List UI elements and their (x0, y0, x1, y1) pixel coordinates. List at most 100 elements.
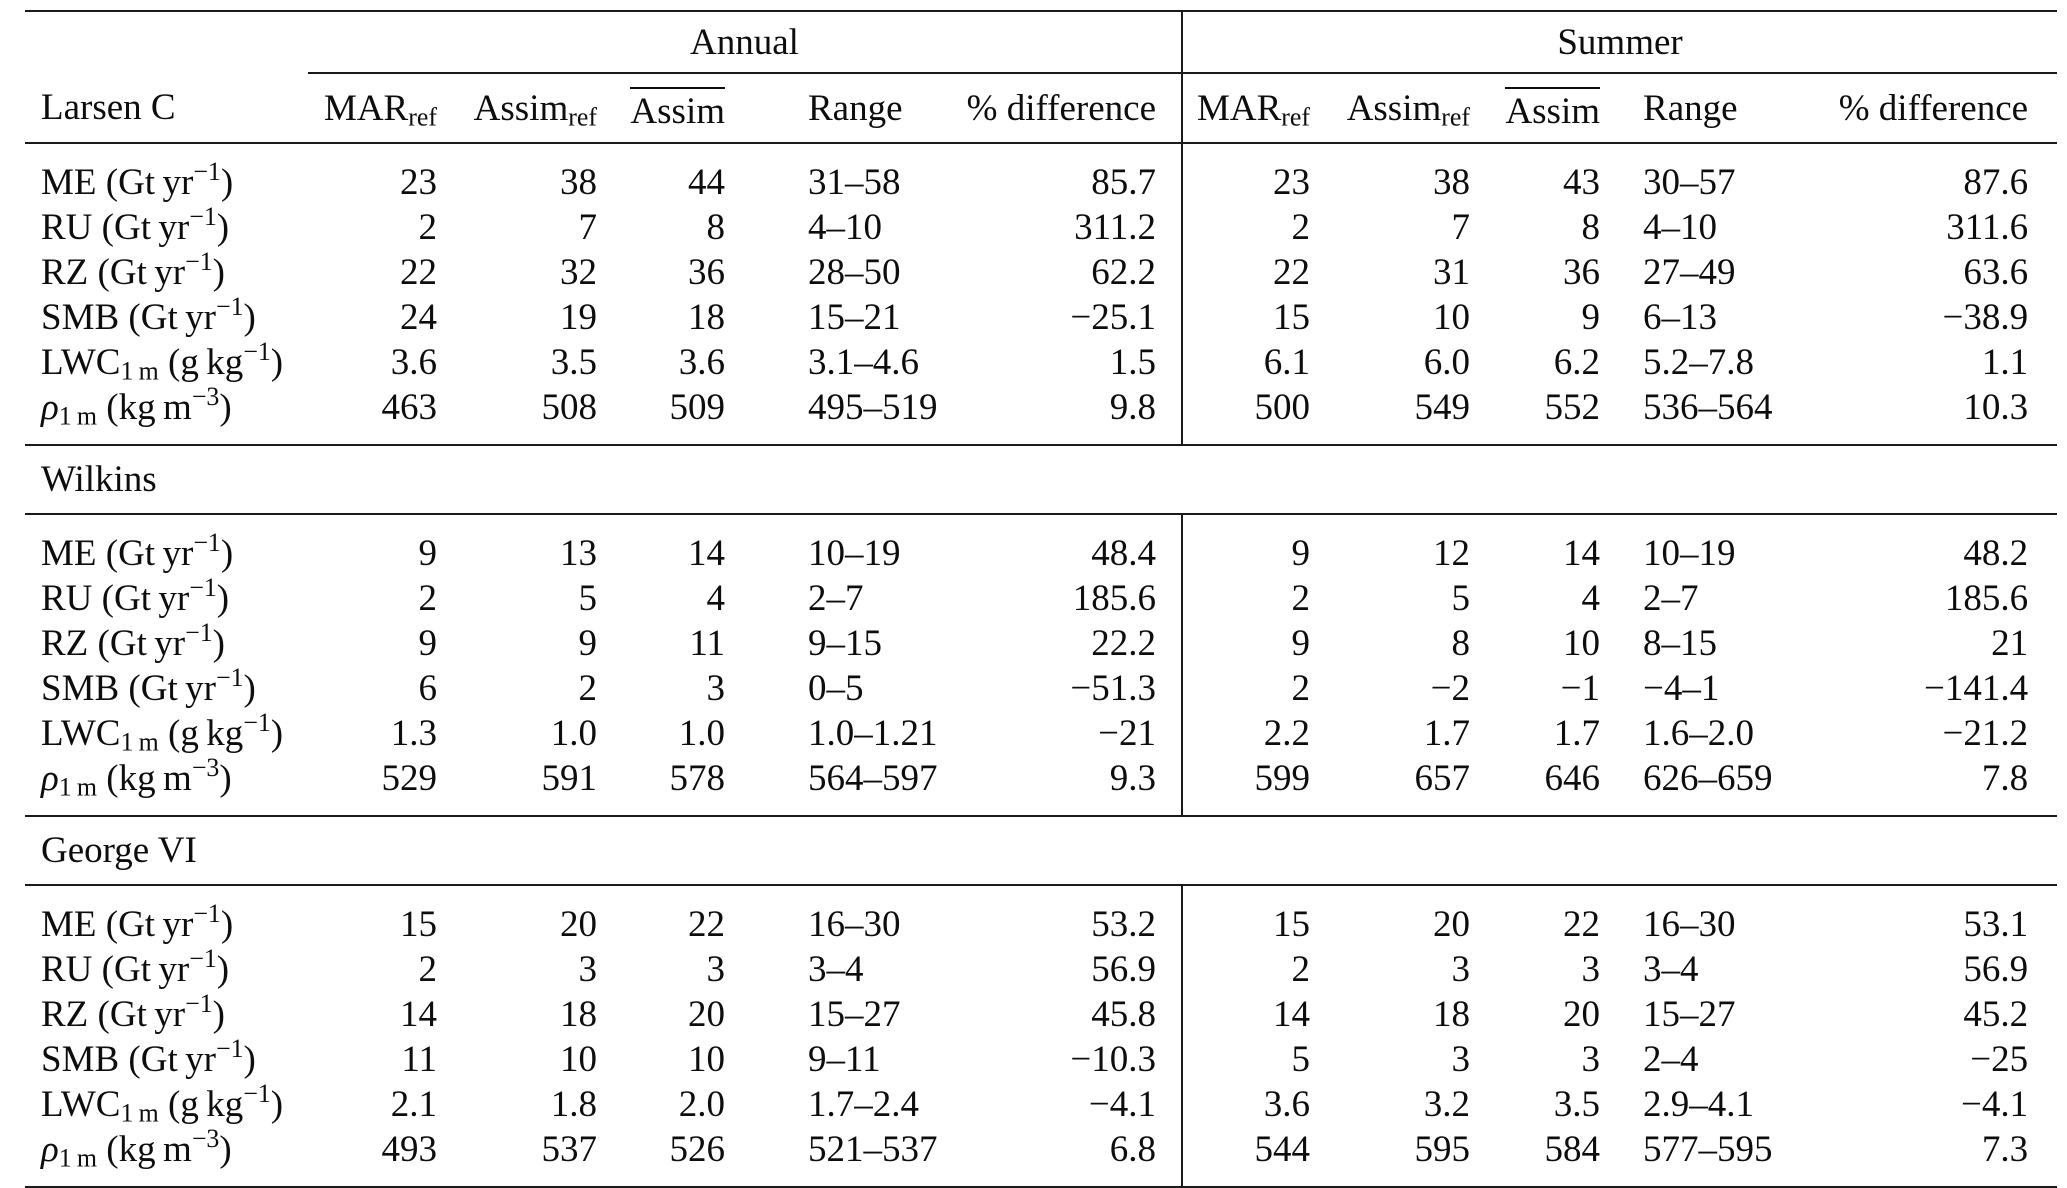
col-header-marref-annual: MARref (308, 73, 447, 144)
cell-larsen-c-rz-summer-assim-mean: 36 (1563, 252, 1601, 293)
row-unit-rho-close: ) (219, 758, 232, 799)
cell-george-vi-smb-annual-marref: 11 (401, 1039, 437, 1080)
col-header-assimref-annual: Assimref (447, 73, 607, 144)
row-var-lwc-sub: 1 m (120, 356, 159, 386)
cell-larsen-c-ru-annual-marref: 2 (418, 207, 438, 248)
cell-larsen-c-rho-summer-pct-difference: 10.3 (1963, 387, 2029, 428)
row-unit-smb-exp: −1 (215, 662, 244, 692)
cell-larsen-c-smb-annual-pct-difference: −25.1 (955, 295, 1184, 340)
table-row: ME (Gt yr−1) 23 38 44 31–58 85.7 23 38 43 30–57 87… (25, 143, 2057, 205)
cell-george-vi-ru-annual-assim-mean: 3 (706, 949, 726, 990)
cell-wilkins-lwc-summer-range: 1.6–2.0 (1643, 713, 1755, 754)
corner-cell (25, 10, 308, 73)
cell-wilkins-me-summer-marref: 9 (1291, 533, 1311, 574)
cell-george-vi-ru-annual-marref: 2 (418, 949, 438, 990)
cell-larsen-c-lwc-annual-assim-mean: 3.6 (678, 342, 725, 383)
row-var-rho-sub: 1 m (58, 401, 98, 431)
cell-wilkins-rz-summer-marref: 9 (1291, 623, 1311, 664)
row-unit-ru: (Gt yr (92, 949, 190, 990)
cell-larsen-c-me-summer-range: 30–57 (1643, 162, 1736, 203)
cell-george-vi-lwc-annual-assim-mean: 2.0 (678, 1084, 725, 1125)
cell-larsen-c-lwc-summer-marref: 6.1 (1263, 342, 1311, 383)
cell-larsen-c-smb-summer-marref: 15 (1273, 297, 1311, 338)
cell-larsen-c-rz-summer-marref: 22 (1273, 252, 1311, 293)
section-larsen-c: ME (Gt yr−1) 23 38 44 31–58 85.7 23 38 43 30–57 87… (25, 143, 2057, 445)
col-header-assimref-summer-text: Assim (1346, 87, 1442, 129)
row-unit-smb-close: ) (243, 1039, 256, 1080)
row-unit-rz-exp: −1 (185, 988, 213, 1018)
cell-wilkins-rho-annual-pct-difference: 9.3 (955, 756, 1184, 816)
cell-wilkins-lwc-annual-marref: 1.3 (390, 713, 437, 754)
cell-wilkins-lwc-summer-assimref: 1.7 (1423, 713, 1471, 754)
cell-george-vi-ru-summer-assimref: 3 (1451, 949, 1471, 990)
cell-george-vi-rho-summer-assim-mean: 584 (1481, 1127, 1612, 1188)
cell-larsen-c-rz-annual-pct-difference: 62.2 (955, 250, 1184, 295)
row-var-smb: SMB (41, 297, 120, 338)
cell-wilkins-smb-annual-pct-difference: −51.3 (955, 666, 1184, 711)
row-var-me: ME (41, 533, 97, 574)
cell-larsen-c-ru-annual-pct-difference: 311.2 (955, 205, 1184, 250)
row-unit-lwc-close: ) (270, 1084, 284, 1125)
cell-george-vi-rho-annual-assim-mean: 526 (607, 1127, 735, 1188)
row-label-rz: RZ (Gt yr−1) (25, 988, 308, 1037)
cell-wilkins-rho-summer-marref: 599 (1254, 758, 1311, 799)
cell-wilkins-me-annual-assimref: 13 (560, 533, 597, 574)
table-row: ρ1 m (kg m−3) 463 508 509 495–519 9.8 500 549 55… (25, 383, 2057, 445)
cell-george-vi-me-annual-pct-difference: 53.2 (955, 885, 1184, 947)
row-unit-rho-close: ) (219, 1129, 232, 1170)
cell-george-vi-smb-annual-range: 9–11 (808, 1039, 881, 1080)
cell-george-vi-lwc-summer-range: 2.9–4.1 (1643, 1084, 1755, 1125)
row-var-rz: RZ (41, 994, 89, 1035)
cell-wilkins-ru-annual-assim-mean: 4 (706, 578, 726, 619)
row-unit-me-close: ) (220, 904, 234, 945)
table-row: SMB (Gt yr−1) 11 10 10 9–11 −10.3 5 3 3 2–4 −25 (25, 1035, 2057, 1082)
cell-george-vi-rho-summer-pct-difference: 7.3 (1816, 1127, 2058, 1188)
row-unit-smb-exp: −1 (215, 291, 244, 321)
cell-george-vi-rz-summer-range: 15–27 (1643, 994, 1736, 1035)
table-row: ME (Gt yr−1) 9 13 14 10–19 48.4 9 12 14 10–19 48.2 (25, 514, 2057, 576)
row-var-ru: RU (41, 578, 93, 619)
cell-larsen-c-rz-annual-range: 28–50 (808, 252, 901, 293)
cell-wilkins-rho-summer-assimref: 657 (1414, 758, 1471, 799)
cell-wilkins-me-summer-pct-difference: 48.2 (1963, 533, 2029, 574)
cell-larsen-c-ru-annual-range: 4–10 (808, 207, 882, 248)
row-label-rz: RZ (Gt yr−1) (25, 617, 308, 666)
cell-george-vi-smb-summer-marref: 5 (1291, 1039, 1311, 1080)
col-header-marref-annual-sub: ref (408, 102, 437, 132)
cell-george-vi-rz-annual-assim-mean: 20 (688, 994, 725, 1035)
row-unit-rz-exp: −1 (185, 617, 213, 647)
row-unit-ru-close: ) (216, 949, 230, 990)
cell-george-vi-rz-summer-assimref: 18 (1433, 994, 1471, 1035)
cell-larsen-c-me-summer-assim-mean: 43 (1563, 162, 1601, 203)
row-unit-lwc-close: ) (270, 713, 284, 754)
cell-wilkins-ru-annual-pct-difference: 185.6 (955, 576, 1184, 621)
row-label-lwc: LWC1 m (g kg−1) (25, 338, 308, 386)
cell-wilkins-rho-annual-range: 564–597 (808, 758, 938, 799)
row-var-rho: ρ (41, 1129, 59, 1170)
row-label-me: ME (Gt yr−1) (25, 143, 308, 205)
results-table: Annual Summer Larsen C MARref Assimref Assim R… (25, 10, 2058, 1188)
cell-george-vi-ru-annual-pct-difference: 56.9 (955, 947, 1184, 992)
row-unit-ru: (Gt yr (92, 578, 190, 619)
cell-larsen-c-lwc-summer-range: 5.2–7.8 (1643, 342, 1755, 383)
cell-wilkins-rz-summer-assim-mean: 10 (1563, 623, 1601, 664)
group-header-annual: Annual (308, 10, 1184, 74)
col-header-assim-mean-summer: Assim (1481, 73, 1612, 144)
cell-george-vi-rho-annual-pct-difference: 6.8 (955, 1127, 1184, 1188)
cell-george-vi-lwc-summer-assim-mean: 3.5 (1553, 1084, 1601, 1125)
col-header-range-annual: Range (735, 73, 955, 144)
row-var-ru: RU (41, 207, 93, 248)
table-row: LWC1 m (g kg−1) 3.6 3.5 3.6 3.1–4.6 1.5 6.1 6.0… (25, 338, 2057, 386)
cell-larsen-c-rz-summer-pct-difference: 63.6 (1963, 252, 2029, 293)
group-header-annual-label: Annual (690, 21, 799, 63)
col-header-marref-summer-text: MAR (1196, 87, 1282, 129)
row-unit-rz: (Gt yr (88, 994, 186, 1035)
table-head: Annual Summer Larsen C MARref Assimref Assim R… (25, 10, 2058, 144)
row-label-ru: RU (Gt yr−1) (25, 945, 308, 992)
cell-wilkins-me-annual-range: 10–19 (808, 533, 901, 574)
row-label-ru: RU (Gt yr−1) (25, 574, 308, 621)
cell-larsen-c-me-annual-assim-mean: 44 (688, 162, 725, 203)
cell-wilkins-rho-annual-assim-mean: 578 (669, 758, 726, 799)
cell-george-vi-lwc-annual-pct-difference: −4.1 (955, 1082, 1184, 1127)
